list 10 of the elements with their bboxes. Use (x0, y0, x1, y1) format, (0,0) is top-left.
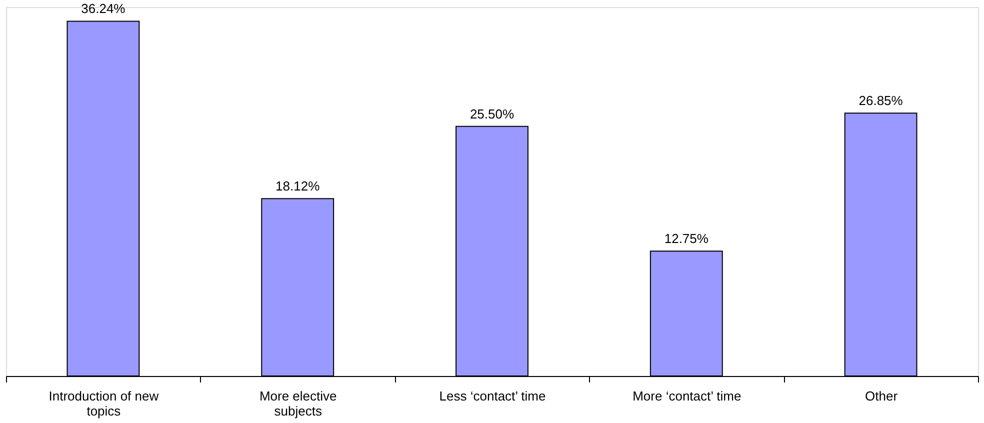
x-tick-label: Other (865, 388, 898, 404)
x-tick-label: More ‘contact’ time (632, 388, 742, 404)
data-label: 26.85% (858, 93, 904, 108)
data-label: 25.50% (470, 106, 514, 122)
x-tick-label: More elective subjects (259, 388, 337, 418)
x-tick-label: Less ‘contact’ time (439, 388, 546, 404)
data-label: 36.24% (81, 1, 126, 16)
data-label: 12.75% (664, 231, 709, 246)
data-label: 18.12% (276, 178, 320, 194)
x-tick-label: Introduction of new topics (48, 388, 160, 418)
